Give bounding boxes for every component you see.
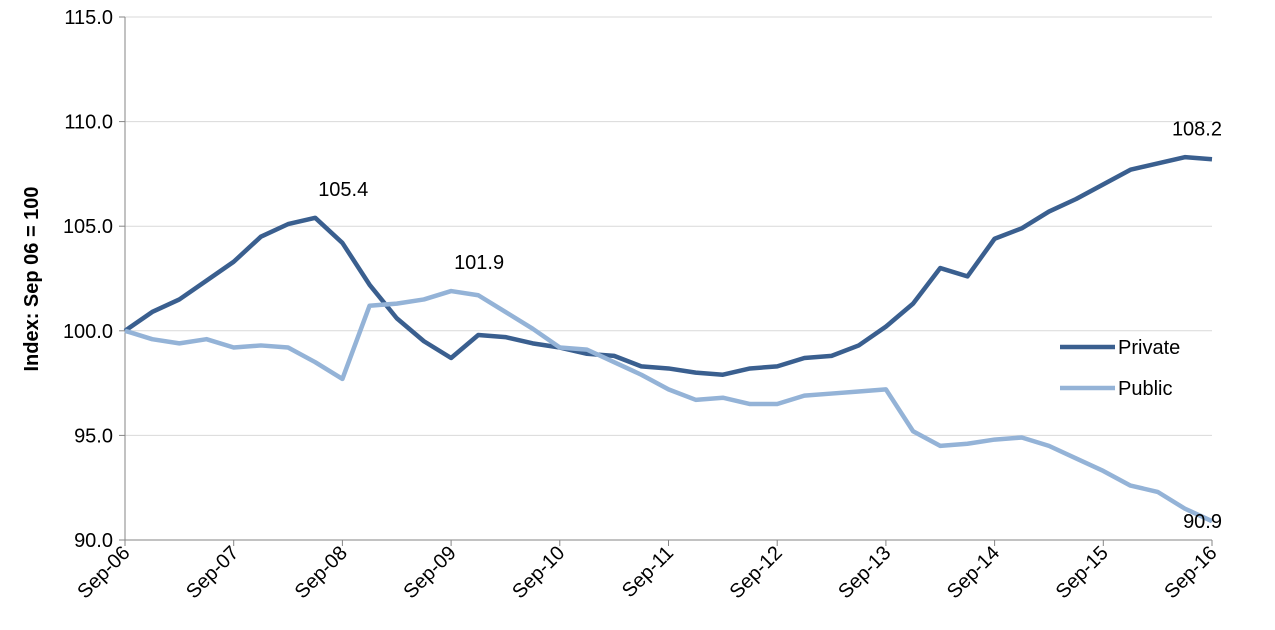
y-tick-label: 105.0 [63, 216, 113, 238]
x-tick-label: Sep-15 [1052, 542, 1113, 603]
series-line [123, 154, 1213, 377]
x-tick-label: Sep-11 [618, 542, 678, 602]
x-tick-label: Sep-13 [834, 542, 895, 603]
y-tick-label: 95.0 [74, 425, 113, 447]
y-tick-label: 110.0 [64, 112, 113, 134]
x-tick-label: Sep-07 [182, 542, 243, 603]
x-tick-label: Sep-14 [943, 542, 1004, 603]
y-tick-label: 100.0 [63, 321, 113, 343]
y-tick-label: 115.0 [64, 7, 113, 29]
x-tick-label: Sep-16 [1160, 542, 1221, 603]
y-axis-title: Index: Sep 06 = 100 [21, 186, 43, 371]
data-label: 101.9 [454, 252, 504, 274]
legend-label: Public [1118, 378, 1172, 400]
x-tick-label: Sep-10 [508, 542, 569, 603]
data-label: 105.4 [318, 179, 368, 201]
y-tick-label: 90.0 [74, 530, 113, 552]
x-tick-label: Sep-12 [726, 542, 787, 603]
x-tick-label: Sep-09 [399, 542, 460, 603]
data-label: 90.9 [1183, 511, 1222, 533]
data-label: 108.2 [1172, 118, 1222, 140]
series-line [124, 288, 1213, 524]
x-tick-label: Sep-08 [291, 542, 352, 603]
legend-label: Private [1118, 337, 1180, 359]
